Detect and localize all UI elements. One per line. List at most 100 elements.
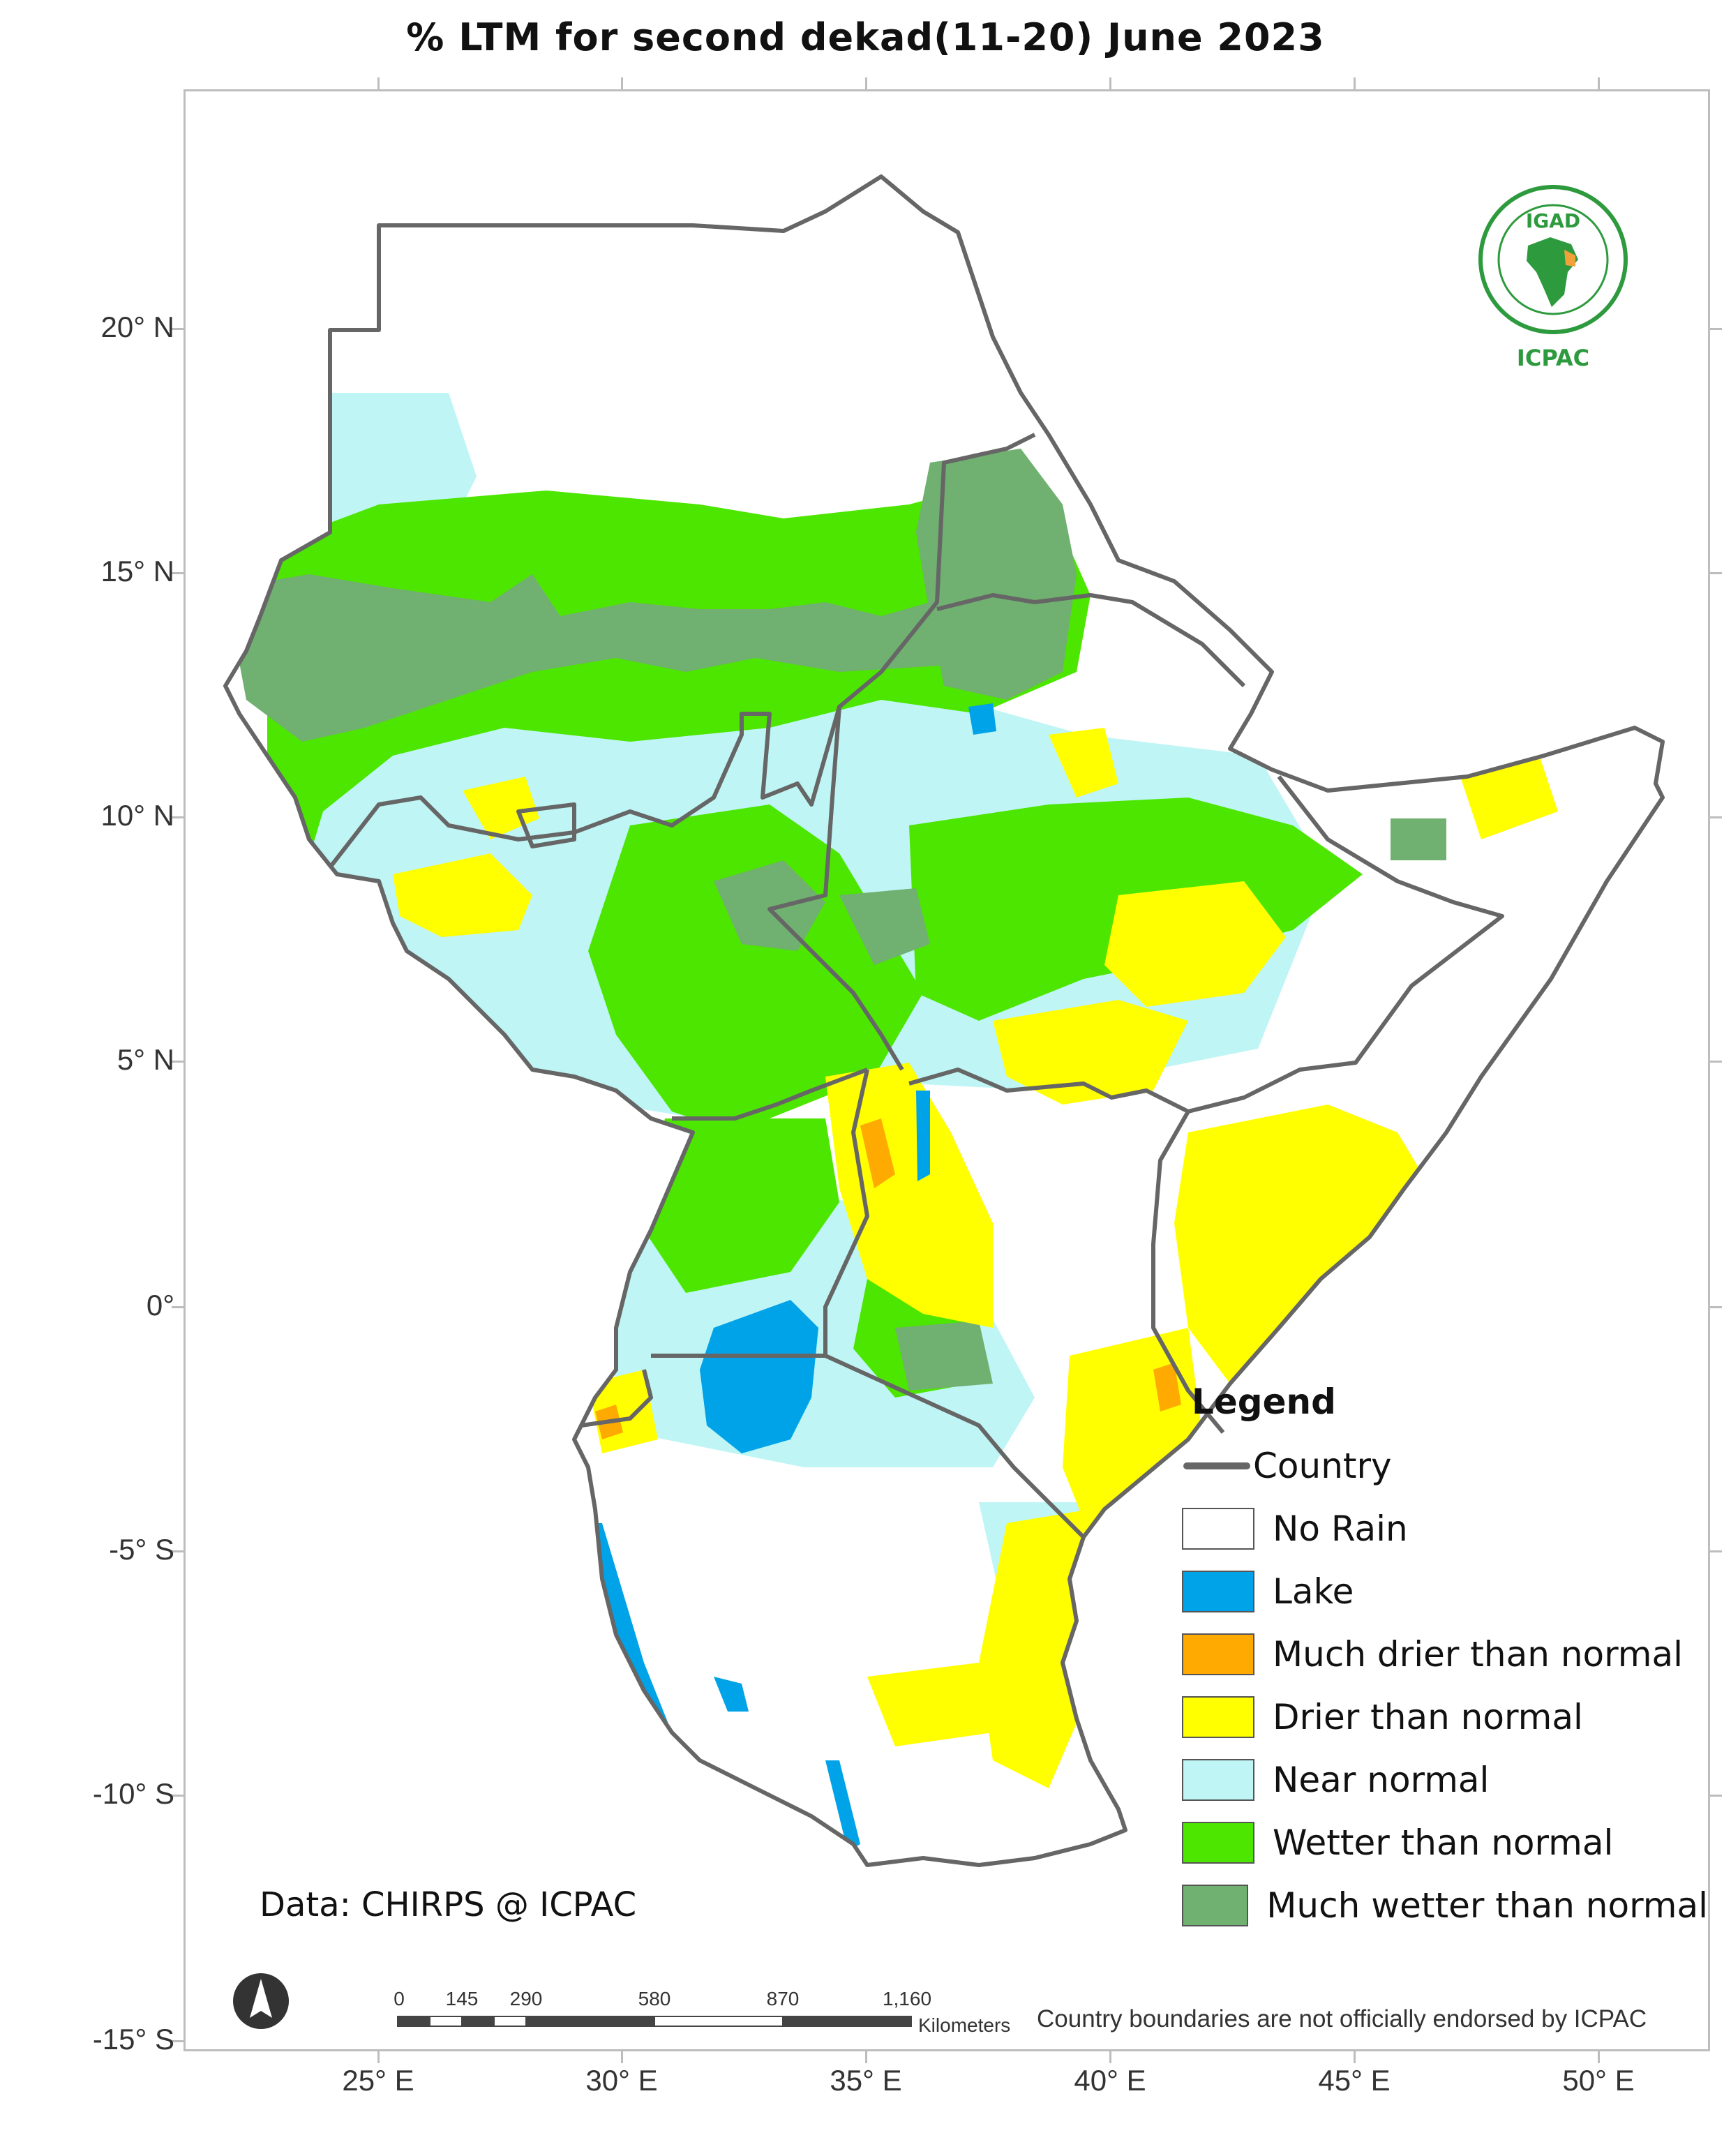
- uganda-kenya-border: [823, 1069, 869, 1356]
- y-tick-right: [1710, 1795, 1722, 1797]
- y-axis-label: 0°: [146, 1289, 174, 1322]
- y-tick: [172, 1550, 183, 1552]
- scale-tick-label: 145: [446, 1988, 479, 2009]
- sudan-south-border: [328, 433, 1036, 869]
- lake-rukwa: [714, 1677, 749, 1712]
- legend-label: No Rain: [1273, 1509, 1408, 1549]
- legend-label: Lake: [1273, 1571, 1354, 1612]
- legend-item-country: Country: [1178, 1435, 1708, 1497]
- drier-zone: [1174, 1105, 1439, 1384]
- y-tick: [172, 816, 183, 818]
- x-axis-label: 35° E: [830, 2064, 902, 2097]
- legend-swatch: [1182, 1885, 1249, 1926]
- country-borders: [223, 174, 1665, 1867]
- x-tick: [377, 2051, 380, 2063]
- kenya-somalia-border: [1151, 1110, 1225, 1434]
- much-drier-zone: [1153, 1363, 1181, 1412]
- x-tick-top: [1109, 77, 1111, 89]
- x-tick-top: [1598, 77, 1600, 89]
- y-tick-right: [1710, 328, 1722, 330]
- igad-icpac-logo: IGAD ICPAC: [1478, 185, 1628, 371]
- drier-zone: [993, 1000, 1188, 1105]
- legend-label: Wetter than normal: [1273, 1822, 1614, 1863]
- kenya-tanzania-border: [651, 1354, 1086, 1539]
- x-axis-label: 45° E: [1318, 2064, 1391, 2097]
- legend-swatch: [1182, 1822, 1254, 1864]
- y-tick-right: [1710, 816, 1722, 818]
- y-tick-right: [1710, 1061, 1722, 1063]
- y-axis-label: 5° N: [117, 1043, 174, 1076]
- ethiopia-eritrea-border: [936, 593, 1246, 688]
- south-sudan-uganda-border: [672, 1068, 869, 1121]
- y-axis-label: -5° S: [109, 1533, 174, 1566]
- drier-zone: [393, 853, 532, 937]
- drier-zone: [1104, 881, 1286, 1007]
- y-tick: [172, 1061, 183, 1063]
- scale-tick-label: 870: [767, 1988, 800, 2009]
- y-axis-label: 20° N: [100, 310, 174, 343]
- x-axis-label: 40° E: [1074, 2064, 1146, 2097]
- scale-tick-label: 0: [394, 1988, 405, 2009]
- lake-victoria: [700, 1300, 818, 1453]
- legend: Legend Country No Rain Lake Much drier t…: [1178, 1382, 1708, 1937]
- scale-tick-label: 1,160: [883, 1988, 931, 2009]
- lake-malawi: [825, 1760, 860, 1851]
- legend-label: Near normal: [1273, 1760, 1490, 1800]
- legend-label: Much wetter than normal: [1266, 1885, 1708, 1926]
- country-line-swatch: [1183, 1462, 1250, 1469]
- logo-top-text: IGAD: [1526, 209, 1580, 232]
- rwanda-burundi-border: [580, 1369, 653, 1428]
- y-axis-label: -10° S: [92, 1777, 174, 1810]
- drier-zone: [463, 777, 539, 839]
- logo-bottom-text: ICPAC: [1517, 345, 1589, 371]
- x-tick-top: [865, 77, 867, 89]
- wetter-zone: [644, 1118, 839, 1293]
- x-tick-top: [377, 77, 380, 89]
- legend-swatch: [1182, 1633, 1254, 1675]
- much-drier-zone: [860, 1118, 895, 1188]
- y-tick: [172, 572, 183, 574]
- rainfall-map: [223, 174, 1665, 1867]
- x-tick: [865, 2051, 867, 2063]
- x-tick: [621, 2051, 623, 2063]
- y-tick: [172, 328, 183, 330]
- boundary-disclaimer: Country boundaries are not officially en…: [1037, 2005, 1647, 2033]
- y-tick: [172, 1795, 183, 1797]
- y-tick-right: [1710, 1306, 1722, 1308]
- scale-tick-label: 580: [638, 1988, 671, 2009]
- y-tick-right: [1710, 572, 1722, 574]
- x-tick: [1354, 2051, 1356, 2063]
- south-sudan-east-border: [767, 706, 904, 1071]
- y-tick-right: [1710, 1550, 1722, 1552]
- x-axis-label: 50° E: [1562, 2064, 1635, 2097]
- map-frame: [183, 89, 1710, 2051]
- y-axis-label: 15° N: [100, 555, 174, 587]
- y-tick: [172, 1306, 183, 1308]
- drier-zone: [979, 1509, 1091, 1788]
- legend-item: Much drier than normal: [1178, 1623, 1708, 1686]
- much-wetter-zone: [225, 574, 951, 742]
- much-wetter-zone: [895, 1321, 993, 1391]
- x-tick: [1109, 2051, 1111, 2063]
- data-source-note: Data: CHIRPS @ ICPAC: [260, 1885, 637, 1924]
- ethiopia-somalia-border: [908, 775, 1504, 1114]
- much-wetter-zone: [1391, 818, 1446, 860]
- y-axis-label: -15° S: [92, 2023, 174, 2056]
- lake-tanganyika: [588, 1523, 672, 1736]
- legend-item: Drier than normal: [1178, 1686, 1708, 1749]
- legend-swatch: [1182, 1759, 1254, 1801]
- scale-unit-label: Kilometers: [918, 2014, 1010, 2036]
- chad-sudan-kink: [516, 802, 576, 848]
- scale-tick-label: 290: [510, 1988, 543, 2009]
- lake-turkana: [916, 1091, 930, 1181]
- x-tick-top: [621, 77, 623, 89]
- legend-item: Much wetter than normal: [1178, 1874, 1708, 1937]
- map-title: % LTM for second dekad(11-20) June 2023: [406, 15, 1325, 59]
- legend-swatch: [1182, 1696, 1254, 1738]
- country-border: [223, 174, 1665, 1867]
- much-wetter-zone: [714, 860, 825, 951]
- legend-title: Legend: [1192, 1382, 1336, 1422]
- north-arrow-icon: [233, 1973, 289, 2029]
- legend-label: Much drier than normal: [1273, 1634, 1684, 1675]
- x-axis-label: 25° E: [342, 2064, 414, 2097]
